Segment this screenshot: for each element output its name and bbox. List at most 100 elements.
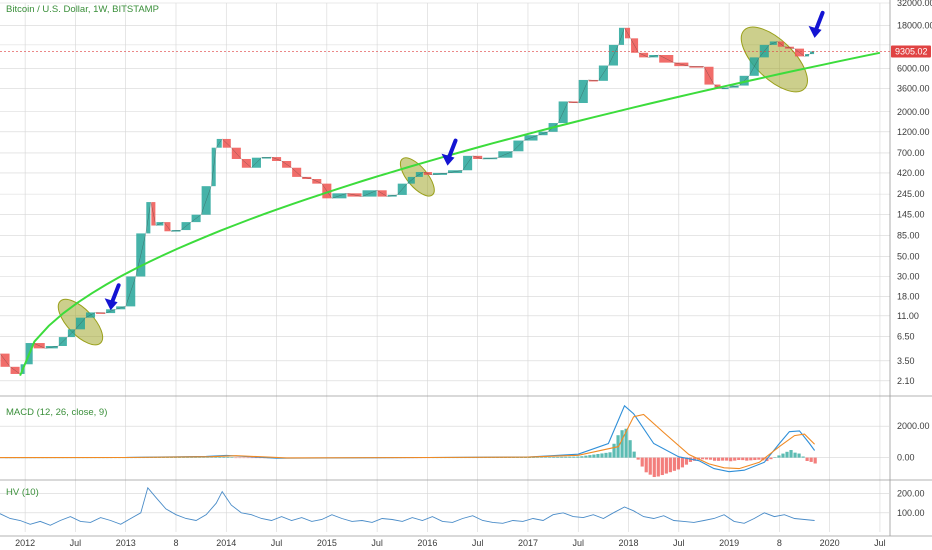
price-series: [0, 27, 815, 375]
highlight-ellipse: [740, 26, 808, 93]
macd-histogram-bar: [708, 457, 713, 460]
macd-histogram-bar: [246, 457, 250, 459]
macd-histogram-bar: [511, 457, 516, 458]
macd-histogram-bar: [182, 457, 186, 458]
macd-histogram-bar: [721, 457, 725, 461]
macd-tick-label: 2000.00: [897, 421, 930, 431]
time-tick-label: Jul: [874, 538, 886, 548]
time-tick-label: 2015: [317, 538, 337, 548]
arrow-annotation: [104, 283, 121, 311]
macd-histogram-bar: [700, 457, 705, 460]
macd-histogram-bar: [222, 456, 226, 458]
price-tick-label: 50.00: [897, 251, 920, 261]
macd-histogram-bar: [801, 456, 805, 458]
price-tick-label: 30.00: [897, 271, 920, 281]
macd-histogram-bar: [600, 453, 604, 458]
macd-histogram-bar: [745, 457, 749, 461]
hv-panel[interactable]: [0, 486, 890, 526]
macd-histogram-bar: [644, 457, 648, 473]
macd-histogram-bar: [194, 457, 198, 458]
macd-title: MACD (12, 26, close, 9): [6, 407, 107, 418]
grid: [0, 0, 932, 537]
hv-line: [0, 486, 815, 526]
macd-histogram-bar: [576, 456, 580, 458]
macd-histogram-bar: [596, 453, 600, 458]
price-tick-label: 2.10: [897, 376, 915, 386]
macd-histogram-bar: [580, 456, 584, 458]
macd-histogram-bar: [178, 457, 182, 458]
macd-histogram-bar: [757, 457, 761, 460]
macd-histogram-bar: [624, 428, 628, 458]
macd-histogram-bar: [214, 457, 218, 458]
macd-histogram-bar: [234, 457, 238, 459]
price-tick-label: 3.50: [897, 356, 915, 366]
price-candle: [689, 66, 704, 68]
time-tick-label: 8: [777, 538, 782, 548]
time-tick-label: 2014: [216, 538, 236, 548]
macd-histogram-bar: [242, 457, 246, 459]
macd-histogram-bar: [672, 457, 676, 471]
price-tick-label: 6000.00: [897, 64, 930, 74]
macd-histogram-bar: [640, 457, 644, 467]
time-tick-label: 2016: [417, 538, 437, 548]
macd-histogram-bar: [210, 457, 214, 458]
macd-histogram-bar: [636, 457, 640, 460]
arrow-head: [808, 25, 822, 38]
macd-histogram-bar: [749, 457, 753, 461]
arrow-annotations: [104, 10, 825, 311]
price-tag-value: 9305.02: [895, 46, 928, 56]
macd-histogram-bar: [173, 457, 178, 458]
time-tick-label: 2017: [518, 538, 538, 548]
time-tick-label: 2020: [820, 538, 840, 548]
macd-histogram-bar: [769, 457, 773, 460]
macd-histogram-bar: [258, 457, 262, 459]
macd-histogram-bar: [729, 457, 733, 462]
price-tick-label: 85.00: [897, 231, 920, 241]
macd-histogram-bar: [789, 450, 793, 458]
macd-histogram-bar: [515, 457, 520, 458]
macd-histogram-bar: [785, 451, 789, 458]
macd-histogram-bar: [564, 456, 568, 458]
macd-histogram-bar: [733, 457, 737, 461]
price-tick-label: 18.00: [897, 292, 920, 302]
macd-panel[interactable]: [0, 404, 890, 478]
time-tick-label: 2012: [15, 538, 35, 548]
time-tick-label: Jul: [673, 538, 685, 548]
price-tick-label: 3600.00: [897, 84, 930, 94]
macd-histogram-bar: [773, 457, 777, 458]
time-tick-label: Jul: [371, 538, 383, 548]
price-tick-label: 145.00: [897, 210, 925, 220]
macd-histogram-bar: [507, 457, 512, 458]
macd-histogram-bar: [556, 456, 560, 458]
signal-line: [0, 413, 815, 470]
time-axis[interactable]: 2012 Jul 2013 8 2014 Jul 2015 Jul 2016 Jul 2017 Jul…: [15, 538, 886, 548]
macd-histogram-bar: [588, 455, 592, 458]
hv-tick-label: 200.00: [897, 489, 925, 499]
macd-histogram-bar: [805, 457, 809, 461]
time-tick-label: 8: [173, 538, 178, 548]
price-tick-label: 18000.00: [897, 21, 932, 31]
arrow-annotation: [808, 10, 825, 38]
time-tick-label: Jul: [472, 538, 484, 548]
macd-histogram-bar: [531, 457, 536, 458]
macd-histogram-bar: [676, 457, 681, 470]
macd-histogram-bar: [664, 457, 668, 474]
price-tick-label: 6.50: [897, 331, 915, 341]
macd-line: [0, 404, 816, 473]
price-tick-label: 245.00: [897, 189, 925, 199]
price-tick-label: 1200.00: [897, 127, 930, 137]
arrow-shaft: [446, 138, 458, 161]
arrow-head: [104, 298, 118, 311]
time-tick-label: Jul: [572, 538, 584, 548]
macd-histogram-bar: [632, 451, 636, 458]
hv-tick-label: 100.00: [897, 508, 925, 518]
price-tick-label: 2000.00: [897, 107, 930, 117]
price-axis[interactable]: 32000.00 18000.00 6000.00 3600.00 2000.00 120…: [897, 0, 932, 518]
macd-histogram-bar: [660, 457, 664, 476]
time-tick-label: 2013: [116, 538, 136, 548]
macd-histogram-bar: [523, 457, 528, 458]
hv-title: HV (10): [6, 487, 39, 498]
macd-histogram-bar: [612, 443, 616, 458]
price-panel[interactable]: [0, 10, 890, 376]
macd-histogram-bar: [813, 457, 817, 464]
